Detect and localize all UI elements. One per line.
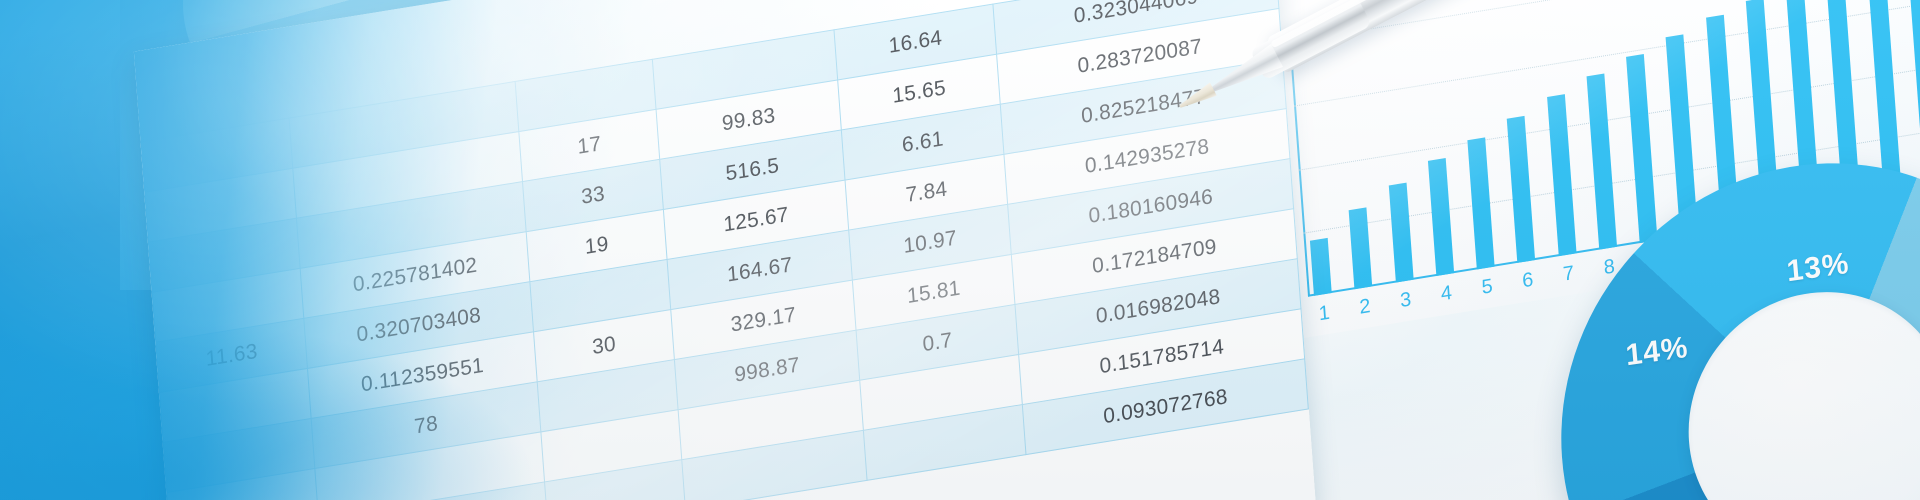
bar bbox=[1427, 158, 1454, 277]
bar bbox=[1309, 238, 1332, 296]
bar bbox=[1348, 207, 1373, 290]
x-axis-tick-label: 4 bbox=[1440, 281, 1453, 306]
bar bbox=[1906, 0, 1920, 197]
bar bbox=[1467, 137, 1495, 270]
x-axis-tick-label: 2 bbox=[1358, 294, 1372, 319]
bar bbox=[1388, 182, 1414, 283]
bar bbox=[1626, 53, 1658, 244]
x-axis-tick-label: 1 bbox=[1317, 301, 1331, 326]
x-axis-tick-label: 5 bbox=[1480, 275, 1494, 299]
bar bbox=[1546, 93, 1577, 257]
x-axis-tick-label: 7 bbox=[1562, 261, 1575, 286]
x-axis-tick-label: 3 bbox=[1399, 288, 1412, 313]
x-axis-tick-label: 6 bbox=[1521, 268, 1535, 293]
bar bbox=[1586, 73, 1617, 250]
spreadsheet-sheet: 16.64 0.323044069 17 99.83 15.65 0.283720087 3… bbox=[133, 0, 1317, 500]
bar bbox=[1506, 115, 1536, 263]
